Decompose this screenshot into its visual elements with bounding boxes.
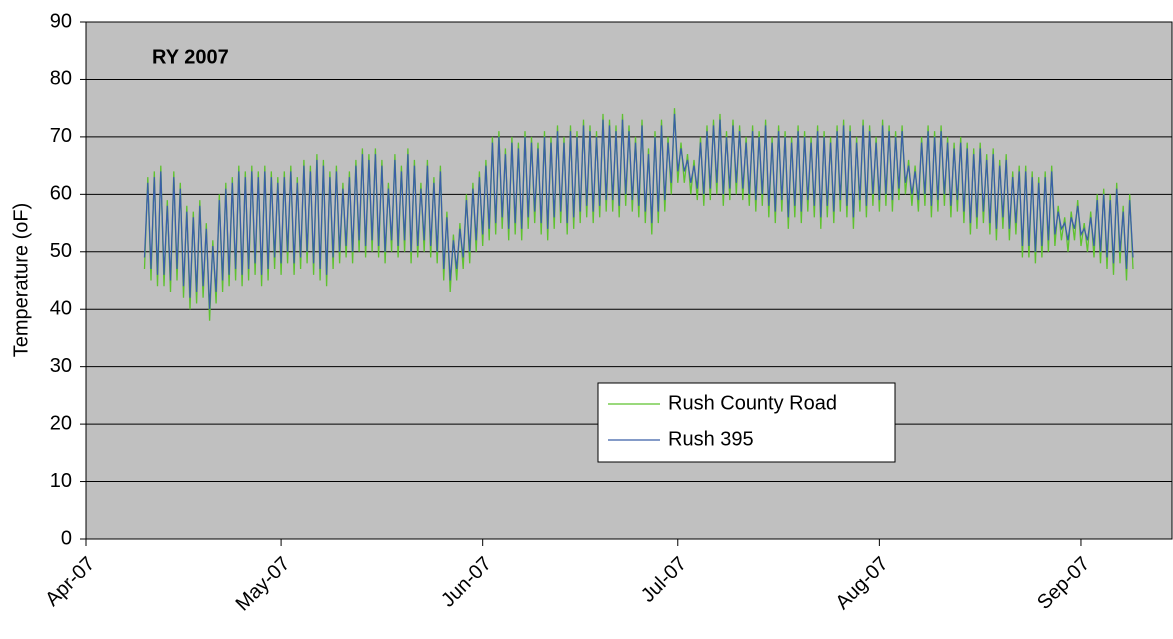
x-tick-label: May-07 <box>232 553 295 616</box>
legend-box <box>597 382 896 463</box>
y-tick-label: 0 <box>61 527 72 549</box>
y-tick-label: 20 <box>50 412 72 434</box>
legend: Rush County Road Rush 395 <box>597 382 896 463</box>
chart-title: RY 2007 <box>152 46 229 68</box>
y-tick-label: 80 <box>50 68 72 90</box>
x-tick-label: Apr-07 <box>41 553 99 611</box>
x-tick-label: Sep-07 <box>1033 553 1094 614</box>
plot-border <box>85 21 1173 540</box>
y-axis-label: Temperature (oF) <box>10 203 32 358</box>
legend-label: Rush 395 <box>668 428 754 450</box>
x-tick-label: Aug-07 <box>831 553 892 614</box>
y-tick-label: 10 <box>50 470 72 492</box>
y-tick-label: 60 <box>50 183 72 205</box>
y-tick-label: 90 <box>50 10 72 32</box>
y-tick-label: 40 <box>50 298 72 320</box>
x-tick-label: Jul-07 <box>637 553 691 607</box>
x-tick-label: Jun-07 <box>437 553 496 612</box>
y-tick-label: 50 <box>50 240 72 262</box>
legend-label: Rush County Road <box>668 392 837 414</box>
y-tick-label: 30 <box>50 355 72 377</box>
series-line <box>143 113 1134 310</box>
y-tick-label: 70 <box>50 125 72 147</box>
